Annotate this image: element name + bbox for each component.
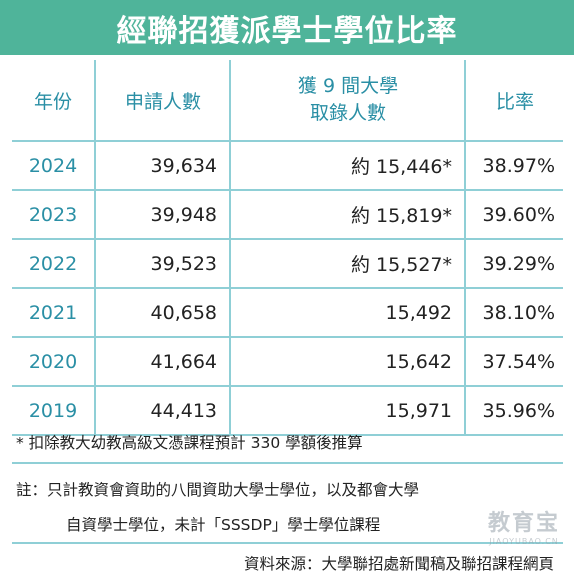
footnote: * 扣除教大幼教高級文憑課程預計 330 學額後推算 bbox=[16, 434, 363, 452]
cell-admitted: 15,642 bbox=[229, 338, 464, 387]
table-row: 2024 39,634 約 15,446* 38.97% bbox=[12, 142, 563, 191]
cell-year: 2021 bbox=[12, 289, 94, 338]
watermark-url: JIAOYUBAO.CN bbox=[489, 537, 559, 546]
cell-admitted: 15,492 bbox=[229, 289, 464, 338]
header-rate: 比率 bbox=[464, 60, 563, 142]
remark-line-2: 自資學士學位，未計「SSSDP」學士學位課程 bbox=[66, 516, 381, 534]
source-note: 資料來源：大學聯招處新聞稿及聯招課程網頁 bbox=[243, 555, 554, 573]
cell-year: 2020 bbox=[12, 338, 94, 387]
cell-applicants: 39,948 bbox=[94, 191, 229, 240]
cell-rate: 35.96% bbox=[464, 387, 563, 436]
cell-admitted: 約 15,527* bbox=[229, 240, 464, 289]
cell-applicants: 39,523 bbox=[94, 240, 229, 289]
table-row: 2020 41,664 15,642 37.54% bbox=[12, 338, 563, 387]
cell-applicants: 39,634 bbox=[94, 142, 229, 191]
source-divider bbox=[12, 542, 563, 544]
table-row: 2021 40,658 15,492 38.10% bbox=[12, 289, 563, 338]
cell-applicants: 41,664 bbox=[94, 338, 229, 387]
watermark-name: 教育宝 bbox=[487, 511, 560, 536]
cell-admitted: 約 15,446* bbox=[229, 142, 464, 191]
cell-year: 2022 bbox=[12, 240, 94, 289]
cell-applicants: 44,413 bbox=[94, 387, 229, 436]
page-title: 經聯招獲派學士學位比率 bbox=[116, 13, 458, 49]
table-row: 2019 44,413 15,971 35.96% bbox=[12, 387, 563, 436]
cell-rate: 37.54% bbox=[464, 338, 563, 387]
cell-rate: 39.29% bbox=[464, 240, 563, 289]
remark-line-1: 註：只計教資會資助的八間資助大學士學位，以及都會大學 bbox=[16, 481, 420, 499]
title-bar: 經聯招獲派學士學位比率 bbox=[0, 0, 574, 55]
cell-rate: 39.60% bbox=[464, 191, 563, 240]
admission-table: 年份 申請人數 獲 9 間大學 取錄人數 比率 2024 39,634 約 15… bbox=[12, 60, 563, 436]
table-row: 2023 39,948 約 15,819* 39.60% bbox=[12, 191, 563, 240]
cell-year: 2024 bbox=[12, 142, 94, 191]
cell-year: 2019 bbox=[12, 387, 94, 436]
cell-admitted: 約 15,819* bbox=[229, 191, 464, 240]
header-admitted-line1: 獲 9 間大學 bbox=[297, 75, 399, 97]
cell-rate: 38.97% bbox=[464, 142, 563, 191]
table-header-row: 年份 申請人數 獲 9 間大學 取錄人數 比率 bbox=[12, 60, 563, 142]
table-row: 2022 39,523 約 15,527* 39.29% bbox=[12, 240, 563, 289]
cell-year: 2023 bbox=[12, 191, 94, 240]
notes-divider bbox=[12, 462, 563, 464]
header-applicants: 申請人數 bbox=[94, 60, 229, 142]
watermark-logo: 教育宝 JIAOYUBAO.CN bbox=[488, 505, 560, 546]
header-admitted-line2: 取錄人數 bbox=[309, 102, 386, 124]
cell-applicants: 40,658 bbox=[94, 289, 229, 338]
header-year: 年份 bbox=[12, 60, 94, 142]
header-admitted: 獲 9 間大學 取錄人數 bbox=[229, 60, 464, 142]
cell-rate: 38.10% bbox=[464, 289, 563, 338]
cell-admitted: 15,971 bbox=[229, 387, 464, 436]
